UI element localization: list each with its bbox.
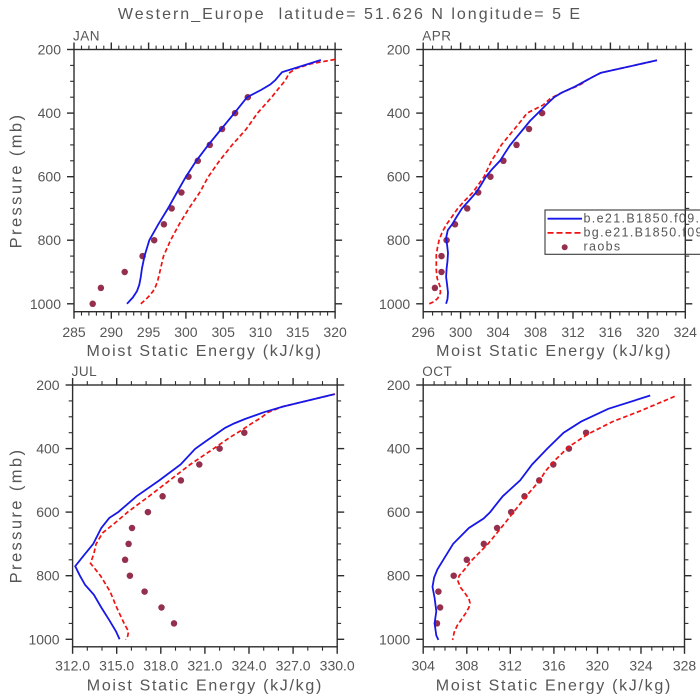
svg-text:330.0: 330.0 — [320, 658, 355, 674]
svg-text:OCT: OCT — [422, 364, 452, 379]
svg-text:300: 300 — [449, 324, 473, 340]
svg-text:JAN: JAN — [73, 29, 100, 44]
svg-text:600: 600 — [387, 504, 411, 520]
svg-text:Moist Static Energy (kJ/kg): Moist Static Energy (kJ/kg) — [87, 677, 323, 694]
svg-text:318.0: 318.0 — [143, 658, 178, 674]
svg-text:Western_Europe latitude= 51.6: Western_Europe latitude= 51.626 N longit… — [118, 6, 582, 23]
svg-text:600: 600 — [38, 169, 62, 185]
svg-text:300: 300 — [174, 324, 198, 340]
svg-text:600: 600 — [387, 169, 411, 185]
svg-text:285: 285 — [62, 324, 86, 340]
svg-text:Moist Static Energy (kJ/kg): Moist Static Energy (kJ/kg) — [87, 343, 323, 360]
svg-text:200: 200 — [387, 377, 411, 393]
svg-text:315: 315 — [286, 324, 310, 340]
svg-text:312: 312 — [561, 324, 585, 340]
svg-text:200: 200 — [36, 377, 60, 393]
svg-text:321.0: 321.0 — [187, 658, 222, 674]
svg-text:APR: APR — [422, 29, 451, 44]
svg-text:316: 316 — [542, 658, 566, 674]
svg-text:295: 295 — [137, 324, 161, 340]
svg-text:305: 305 — [212, 324, 236, 340]
svg-text:312: 312 — [499, 658, 523, 674]
svg-text:b.e21.B1850.f09.g: b.e21.B1850.f09.g — [584, 212, 700, 226]
svg-text:310: 310 — [249, 324, 273, 340]
svg-text:400: 400 — [387, 441, 411, 457]
svg-text:320: 320 — [323, 324, 347, 340]
svg-text:296: 296 — [412, 324, 436, 340]
svg-text:JUL: JUL — [72, 364, 98, 379]
svg-text:Moist Static Energy (kJ/kg): Moist Static Energy (kJ/kg) — [436, 677, 672, 694]
svg-text:308: 308 — [455, 658, 479, 674]
svg-text:Moist Static Energy (kJ/kg): Moist Static Energy (kJ/kg) — [436, 343, 672, 360]
svg-text:bg.e21.B1850.f09g: bg.e21.B1850.f09g — [584, 226, 700, 240]
svg-text:320: 320 — [586, 658, 610, 674]
svg-text:1000: 1000 — [28, 631, 59, 647]
svg-text:800: 800 — [387, 232, 411, 248]
svg-text:308: 308 — [524, 324, 548, 340]
svg-text:1000: 1000 — [379, 631, 410, 647]
svg-text:400: 400 — [38, 105, 62, 121]
svg-text:304: 304 — [412, 658, 436, 674]
svg-text:800: 800 — [387, 568, 411, 584]
svg-text:328: 328 — [673, 658, 697, 674]
svg-text:324: 324 — [674, 324, 698, 340]
svg-text:304: 304 — [486, 324, 510, 340]
svg-text:320: 320 — [636, 324, 660, 340]
svg-text:raobs: raobs — [584, 240, 622, 254]
svg-text:800: 800 — [38, 232, 62, 248]
svg-text:315.0: 315.0 — [99, 658, 134, 674]
svg-text:600: 600 — [36, 504, 60, 520]
svg-text:1000: 1000 — [30, 296, 61, 312]
svg-text:327.0: 327.0 — [276, 658, 311, 674]
svg-text:290: 290 — [100, 324, 124, 340]
svg-text:312.0: 312.0 — [55, 658, 90, 674]
svg-text:200: 200 — [387, 42, 411, 58]
svg-text:324.0: 324.0 — [231, 658, 266, 674]
svg-text:200: 200 — [38, 42, 62, 58]
svg-text:324: 324 — [629, 658, 653, 674]
svg-text:Pressure (mb): Pressure (mb) — [8, 448, 26, 584]
svg-text:1000: 1000 — [379, 296, 410, 312]
svg-text:400: 400 — [387, 105, 411, 121]
svg-text:316: 316 — [599, 324, 623, 340]
svg-text:Pressure (mb): Pressure (mb) — [8, 113, 26, 249]
svg-text:800: 800 — [36, 568, 60, 584]
svg-text:400: 400 — [36, 441, 60, 457]
